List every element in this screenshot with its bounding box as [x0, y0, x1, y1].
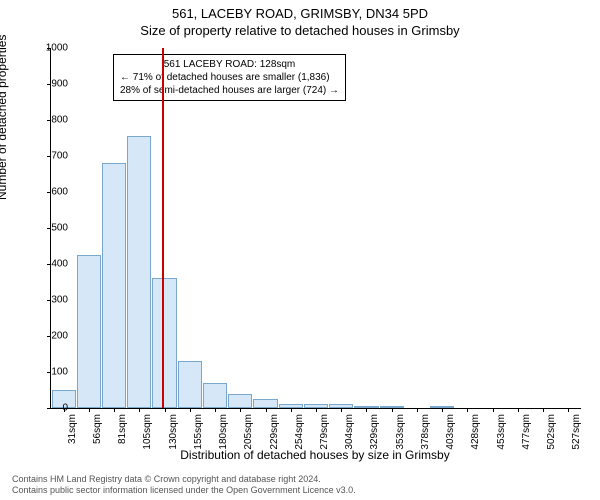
plot-area: 561 LACEBY ROAD: 128sqm ← 71% of detache…	[50, 48, 581, 409]
x-tick-mark	[442, 408, 443, 412]
x-tick-mark	[568, 408, 569, 412]
x-tick-mark	[392, 408, 393, 412]
x-tick-mark	[190, 408, 191, 412]
histogram-bar	[102, 163, 126, 408]
x-tick-mark	[518, 408, 519, 412]
x-tick-label: 329sqm	[369, 414, 380, 450]
footer: Contains HM Land Registry data © Crown c…	[12, 474, 588, 497]
x-tick-label: 527sqm	[571, 414, 582, 450]
annotation-line3: 28% of semi-detached houses are larger (…	[120, 84, 339, 97]
x-tick-label: 502sqm	[546, 414, 557, 450]
histogram-bar	[253, 399, 277, 408]
x-tick-mark	[366, 408, 367, 412]
x-tick-label: 254sqm	[294, 414, 305, 450]
footer-line2: Contains public sector information licen…	[12, 485, 588, 496]
x-tick-mark	[493, 408, 494, 412]
annotation-line1: 561 LACEBY ROAD: 128sqm	[120, 58, 339, 71]
annotation-box: 561 LACEBY ROAD: 128sqm ← 71% of detache…	[113, 54, 346, 101]
x-tick-label: 477sqm	[521, 414, 532, 450]
histogram-bar	[178, 361, 202, 408]
x-tick-label: 31sqm	[67, 414, 78, 444]
y-tick-label: 500	[36, 223, 68, 234]
x-tick-label: 105sqm	[142, 414, 153, 450]
x-tick-mark	[543, 408, 544, 412]
histogram-bar	[77, 255, 101, 408]
x-tick-label: 155sqm	[193, 414, 204, 450]
x-tick-label: 130sqm	[168, 414, 179, 450]
y-tick-label: 900	[36, 79, 68, 90]
x-tick-mark	[341, 408, 342, 412]
histogram-bar	[152, 278, 176, 408]
x-tick-label: 428sqm	[470, 414, 481, 450]
x-tick-label: 279sqm	[319, 414, 330, 450]
property-marker-line	[162, 48, 164, 408]
histogram-bar	[228, 394, 252, 408]
y-tick-label: 800	[36, 115, 68, 126]
x-tick-mark	[89, 408, 90, 412]
histogram-bar	[203, 383, 227, 408]
histogram-bar	[127, 136, 151, 408]
x-tick-mark	[139, 408, 140, 412]
x-tick-mark	[215, 408, 216, 412]
y-tick-label: 300	[36, 295, 68, 306]
y-tick-label: 1000	[36, 43, 68, 54]
x-tick-label: 304sqm	[344, 414, 355, 450]
y-tick-label: 600	[36, 187, 68, 198]
x-tick-label: 378sqm	[420, 414, 431, 450]
y-tick-label: 200	[36, 331, 68, 342]
x-axis-label: Distribution of detached houses by size …	[50, 448, 580, 462]
subtitle: Size of property relative to detached ho…	[0, 21, 600, 38]
x-tick-label: 403sqm	[445, 414, 456, 450]
y-tick-label: 700	[36, 151, 68, 162]
x-tick-mark	[316, 408, 317, 412]
x-tick-label: 205sqm	[243, 414, 254, 450]
address-title: 561, LACEBY ROAD, GRIMSBY, DN34 5PD	[0, 0, 600, 21]
y-tick-label: 100	[36, 367, 68, 378]
annotation-line2: ← 71% of detached houses are smaller (1,…	[120, 71, 339, 84]
x-tick-mark	[291, 408, 292, 412]
x-tick-mark	[266, 408, 267, 412]
x-tick-label: 81sqm	[117, 414, 128, 444]
x-tick-mark	[417, 408, 418, 412]
x-tick-label: 180sqm	[218, 414, 229, 450]
x-tick-mark	[114, 408, 115, 412]
footer-line1: Contains HM Land Registry data © Crown c…	[12, 474, 588, 485]
chart-container: 561, LACEBY ROAD, GRIMSBY, DN34 5PD Size…	[0, 0, 600, 500]
x-tick-mark	[165, 408, 166, 412]
x-tick-mark	[240, 408, 241, 412]
x-tick-label: 453sqm	[496, 414, 507, 450]
y-axis-label: Number of detached properties	[0, 35, 9, 200]
y-tick-label: 400	[36, 259, 68, 270]
x-tick-label: 229sqm	[269, 414, 280, 450]
x-tick-label: 56sqm	[92, 414, 103, 444]
y-tick-label: 0	[36, 403, 68, 414]
x-tick-label: 353sqm	[395, 414, 406, 450]
x-tick-mark	[467, 408, 468, 412]
